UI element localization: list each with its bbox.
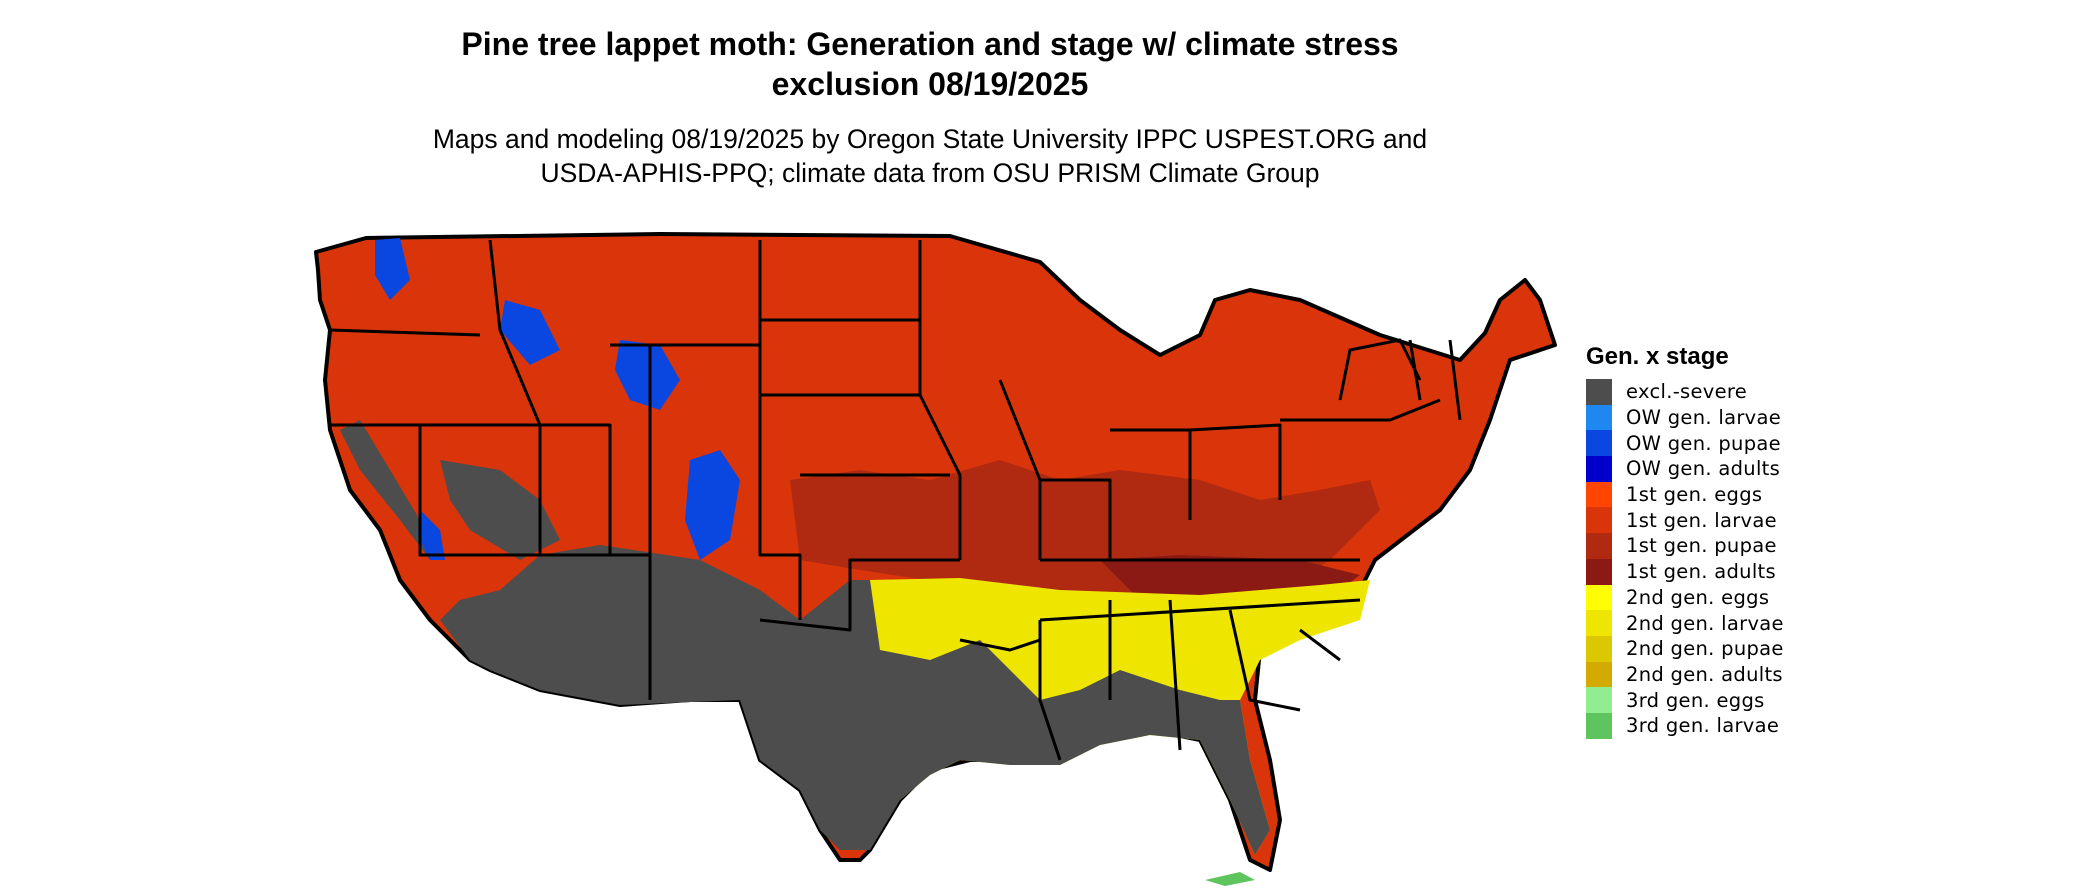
legend-swatch (1586, 558, 1612, 585)
legend-item: 1st gen. adults (1586, 558, 1784, 585)
legend-title: Gen. x stage (1586, 343, 1729, 370)
legend-item: 2nd gen. eggs (1586, 584, 1784, 611)
ow-colorado (685, 450, 740, 560)
legend-swatch (1586, 404, 1612, 431)
ow-sierra (418, 510, 445, 560)
legend-item: excl.-severe (1586, 379, 1784, 405)
legend-item: 1st gen. eggs (1586, 481, 1784, 508)
state-borders (329, 239, 1462, 761)
us-map (300, 215, 1600, 895)
legend-swatch (1586, 456, 1612, 482)
legend-item: 3rd gen. larvae (1586, 712, 1784, 739)
legend-label: 2nd gen. larvae (1626, 611, 1784, 635)
map-subtitle: Maps and modeling 08/19/2025 by Oregon S… (432, 124, 1428, 188)
legend-swatch (1586, 533, 1612, 559)
gen3-florida-tip (1205, 872, 1255, 886)
excl-nevada (440, 460, 560, 560)
legend-item: 1st gen. pupae (1586, 533, 1784, 559)
legend-item: 1st gen. larvae (1586, 507, 1784, 534)
map-title: Pine tree lappet moth: Generation and st… (461, 26, 1399, 102)
legend-item: 2nd gen. larvae (1586, 610, 1784, 636)
legend-label: 2nd gen. pupae (1626, 637, 1784, 661)
legend-swatch (1586, 635, 1612, 662)
legend-label: 2nd gen. adults (1626, 662, 1783, 686)
legend-label: 1st gen. adults (1626, 560, 1776, 584)
excl-west (340, 420, 430, 560)
legend-item: OW gen. pupae (1586, 430, 1784, 457)
legend-swatch (1586, 610, 1612, 636)
legend-label: 3rd gen. larvae (1626, 714, 1780, 738)
legend-swatch (1586, 584, 1612, 611)
legend-label: 1st gen. pupae (1626, 534, 1777, 558)
legend-swatch (1586, 481, 1612, 508)
legend-swatch (1586, 507, 1612, 534)
legend-label: 1st gen. eggs (1626, 483, 1763, 507)
ow-washington (375, 238, 410, 300)
legend-label: excl.-severe (1626, 380, 1748, 404)
legend-label: OW gen. pupae (1626, 431, 1781, 455)
legend-swatch (1586, 661, 1612, 688)
legend: Gen. x stage excl.-severe OW gen. larvae O… (1586, 343, 1784, 739)
legend-swatch (1586, 712, 1612, 739)
legend-item: OW gen. larvae (1586, 404, 1784, 431)
legend-items: excl.-severe OW gen. larvae OW gen. pupae O… (1586, 379, 1784, 739)
legend-label: 3rd gen. eggs (1626, 688, 1765, 712)
legend-label: OW gen. larvae (1626, 406, 1782, 430)
legend-item: 2nd gen. pupae (1586, 635, 1784, 662)
ow-rockies-north (615, 340, 680, 410)
legend-item: OW gen. adults (1586, 456, 1784, 482)
legend-label: 2nd gen. eggs (1626, 585, 1770, 609)
legend-item: 3rd gen. eggs (1586, 687, 1784, 713)
legend-label: 1st gen. larvae (1626, 508, 1777, 532)
legend-swatch (1586, 687, 1612, 713)
legend-label: OW gen. adults (1626, 457, 1781, 481)
ow-idaho (500, 300, 560, 365)
legend-swatch (1586, 430, 1612, 457)
legend-item: 2nd gen. adults (1586, 661, 1784, 688)
excl-south (440, 545, 1270, 855)
legend-swatch (1586, 379, 1612, 405)
